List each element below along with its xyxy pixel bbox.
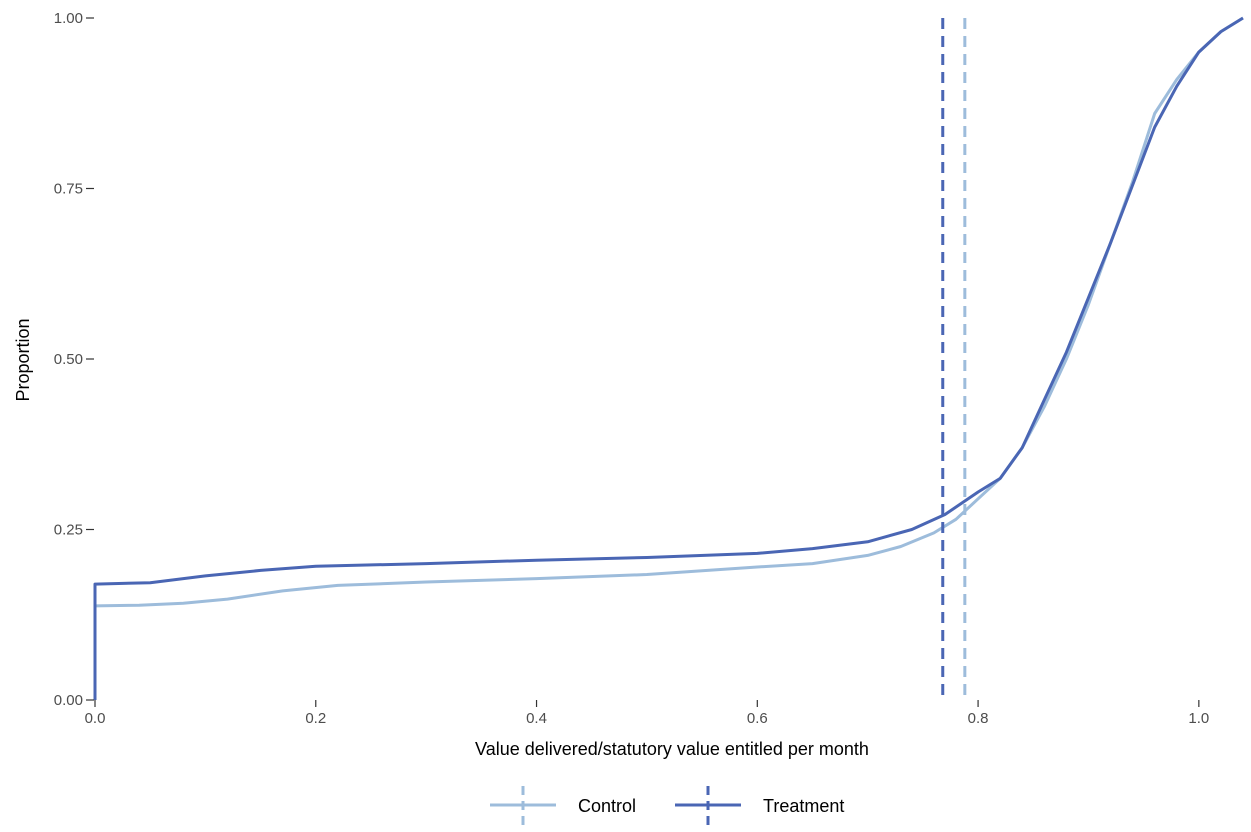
x-tick-label-1: 0.2 [305,710,326,727]
legend: Control Treatment [490,786,844,826]
legend-label-control: Control [578,796,636,816]
x-tick-label-0: 0.0 [85,710,106,727]
y-axis: 0.00 0.25 0.50 0.75 1.00 [54,10,94,709]
y-tick-label-1: 0.25 [54,522,83,539]
x-tick-label-2: 0.4 [526,710,547,727]
x-axis-title: Value delivered/statutory value entitled… [475,739,869,759]
y-tick-label-3: 0.75 [54,181,83,198]
legend-item-control: Control [490,786,636,826]
x-axis: 0.0 0.2 0.4 0.6 0.8 1.0 [85,700,1209,727]
legend-item-treatment: Treatment [675,786,844,826]
y-tick-label-2: 0.50 [54,351,83,368]
y-axis-title: Proportion [13,318,33,401]
x-tick-label-4: 0.8 [968,710,989,727]
y-tick-label-0: 0.00 [54,692,83,709]
x-tick-label-5: 1.0 [1188,710,1209,727]
legend-label-treatment: Treatment [763,796,844,816]
y-tick-label-4: 1.00 [54,10,83,27]
series-line-treatment [93,16,1244,700]
plot-area [93,16,1244,702]
x-tick-label-3: 0.6 [747,710,768,727]
series-line-control [93,16,1244,700]
